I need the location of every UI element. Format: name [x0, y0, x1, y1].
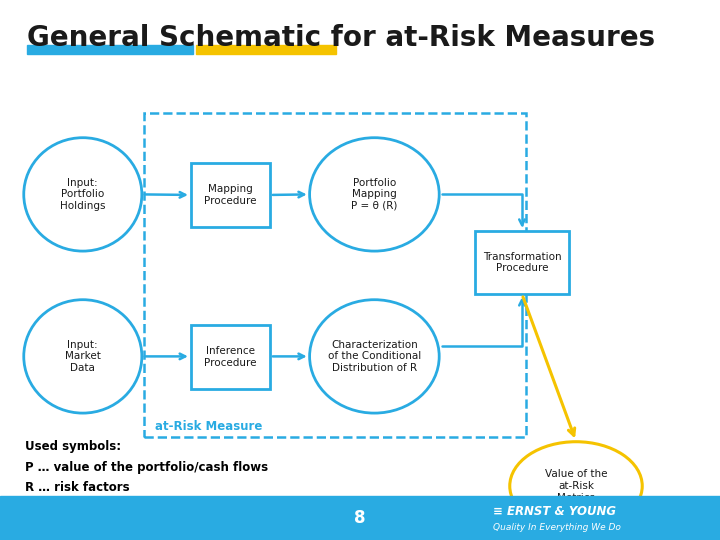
Text: Value of the
at-Risk
Metrics: Value of the at-Risk Metrics — [545, 469, 607, 503]
Text: Characterization
of the Conditional
Distribution of R: Characterization of the Conditional Dist… — [328, 340, 421, 373]
Bar — [191, 325, 270, 389]
Bar — [475, 231, 569, 294]
Text: Quality In Everything We Do: Quality In Everything We Do — [493, 523, 621, 531]
Ellipse shape — [310, 300, 439, 413]
Text: 8: 8 — [354, 509, 366, 527]
Ellipse shape — [310, 138, 439, 251]
Text: Input:
Portfolio
Holdings: Input: Portfolio Holdings — [60, 178, 106, 211]
Bar — [196, 45, 336, 54]
Bar — [0, 496, 720, 540]
Text: P … value of the portfolio/cash flows: P … value of the portfolio/cash flows — [25, 461, 269, 474]
Text: General Schematic for at-Risk Measures: General Schematic for at-Risk Measures — [27, 24, 655, 52]
Text: ≡ ERNST & YOUNG: ≡ ERNST & YOUNG — [493, 505, 616, 518]
Ellipse shape — [24, 138, 142, 251]
Text: Inference
Procedure: Inference Procedure — [204, 346, 256, 368]
Bar — [144, 113, 526, 437]
Ellipse shape — [24, 300, 142, 413]
Bar — [27, 45, 193, 54]
Text: Input:
Market
Data: Input: Market Data — [65, 340, 101, 373]
Text: Transformation
Procedure: Transformation Procedure — [482, 252, 562, 273]
Text: Mapping
Procedure: Mapping Procedure — [204, 184, 256, 206]
Text: at-Risk Measure: at-Risk Measure — [155, 420, 262, 433]
Text: Portfolio
Mapping
P = θ (R): Portfolio Mapping P = θ (R) — [351, 178, 397, 211]
Text: Used symbols:: Used symbols: — [25, 440, 122, 453]
Bar — [191, 163, 270, 227]
Text: R … risk factors: R … risk factors — [25, 481, 130, 494]
Ellipse shape — [510, 442, 642, 530]
